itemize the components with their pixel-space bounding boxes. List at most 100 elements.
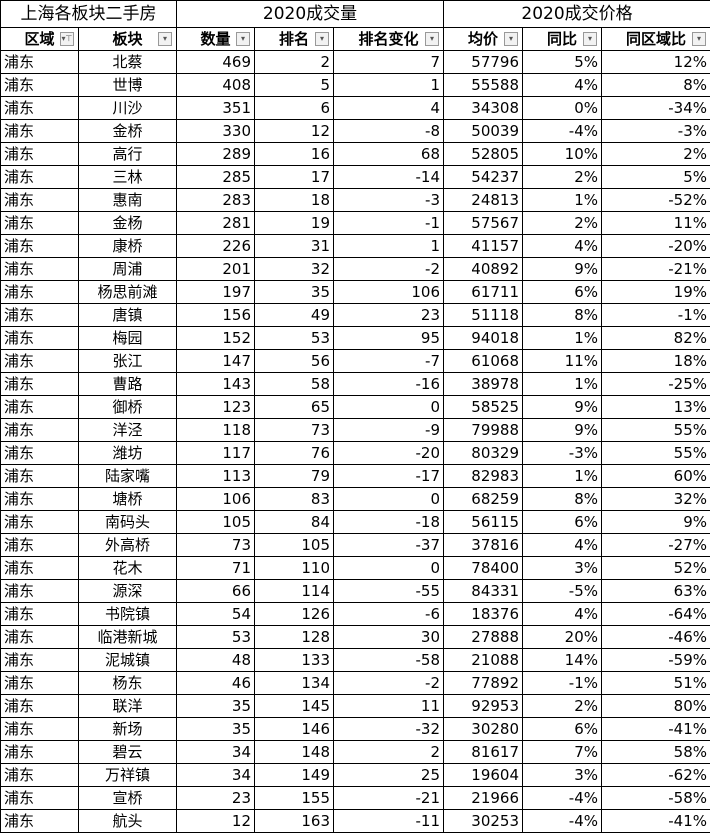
cell-rank[interactable]: 163 <box>254 809 334 833</box>
cell-count[interactable]: 106 <box>176 487 255 511</box>
column-header-rank[interactable]: 排名 ▾ <box>254 27 334 51</box>
dropdown-icon[interactable]: ▾ <box>692 32 707 46</box>
cell-rank[interactable]: 149 <box>254 763 334 787</box>
cell-rank[interactable]: 73 <box>254 418 334 442</box>
cell-district[interactable]: 浦东 <box>0 510 79 534</box>
cell-district[interactable]: 浦东 <box>0 280 79 304</box>
cell-avg-price[interactable]: 18376 <box>443 602 524 626</box>
cell-sector[interactable]: 花木 <box>78 556 177 580</box>
cell-vs-district[interactable]: 80% <box>601 694 710 718</box>
cell-rank-change[interactable]: 1 <box>332 234 445 258</box>
cell-rank[interactable]: 2 <box>254 50 334 74</box>
cell-sector[interactable]: 曹路 <box>78 372 177 396</box>
cell-district[interactable]: 浦东 <box>0 740 79 764</box>
cell-rank-change[interactable]: 23 <box>332 303 445 327</box>
cell-sector[interactable]: 宣桥 <box>78 786 177 810</box>
cell-avg-price[interactable]: 57567 <box>443 211 524 235</box>
cell-count[interactable]: 46 <box>176 671 255 695</box>
cell-count[interactable]: 53 <box>176 625 255 649</box>
cell-rank[interactable]: 110 <box>254 556 334 580</box>
cell-district[interactable]: 浦东 <box>0 119 79 143</box>
cell-count[interactable]: 71 <box>176 556 255 580</box>
cell-yoy[interactable]: 2% <box>522 211 603 235</box>
cell-vs-district[interactable]: -20% <box>601 234 710 258</box>
cell-rank[interactable]: 56 <box>254 349 334 373</box>
cell-count[interactable]: 123 <box>176 395 255 419</box>
cell-district[interactable]: 浦东 <box>0 349 79 373</box>
cell-district[interactable]: 浦东 <box>0 648 79 672</box>
cell-rank[interactable]: 145 <box>254 694 334 718</box>
cell-count[interactable]: 73 <box>176 533 255 557</box>
cell-district[interactable]: 浦东 <box>0 372 79 396</box>
cell-rank-change[interactable]: -2 <box>332 671 445 695</box>
cell-vs-district[interactable]: -64% <box>601 602 710 626</box>
cell-sector[interactable]: 陆家嘴 <box>78 464 177 488</box>
cell-rank-change[interactable]: -8 <box>332 119 445 143</box>
cell-avg-price[interactable]: 19604 <box>443 763 524 787</box>
cell-vs-district[interactable]: 9% <box>601 510 710 534</box>
cell-avg-price[interactable]: 24813 <box>443 188 524 212</box>
cell-district[interactable]: 浦东 <box>0 211 79 235</box>
cell-sector[interactable]: 新场 <box>78 717 177 741</box>
cell-rank-change[interactable]: -7 <box>332 349 445 373</box>
cell-yoy[interactable]: 0% <box>522 96 603 120</box>
cell-vs-district[interactable]: -21% <box>601 257 710 281</box>
cell-avg-price[interactable]: 21088 <box>443 648 524 672</box>
cell-vs-district[interactable]: 63% <box>601 579 710 603</box>
cell-sector[interactable]: 航头 <box>78 809 177 833</box>
cell-rank-change[interactable]: 4 <box>332 96 445 120</box>
cell-rank-change[interactable]: -6 <box>332 602 445 626</box>
column-header-vs-district[interactable]: 同区域比 ▾ <box>601 27 710 51</box>
cell-vs-district[interactable]: -41% <box>601 717 710 741</box>
cell-sector[interactable]: 书院镇 <box>78 602 177 626</box>
cell-vs-district[interactable]: 19% <box>601 280 710 304</box>
cell-rank-change[interactable]: -58 <box>332 648 445 672</box>
cell-vs-district[interactable]: 5% <box>601 165 710 189</box>
cell-rank-change[interactable]: -32 <box>332 717 445 741</box>
cell-count[interactable]: 152 <box>176 326 255 350</box>
cell-count[interactable]: 281 <box>176 211 255 235</box>
cell-rank[interactable]: 155 <box>254 786 334 810</box>
column-header-rank-change[interactable]: 排名变化 ▾ <box>332 27 445 51</box>
cell-sector[interactable]: 潍坊 <box>78 441 177 465</box>
cell-rank[interactable]: 16 <box>254 142 334 166</box>
cell-rank-change[interactable]: 25 <box>332 763 445 787</box>
cell-sector[interactable]: 碧云 <box>78 740 177 764</box>
cell-yoy[interactable]: 1% <box>522 372 603 396</box>
cell-rank[interactable]: 105 <box>254 533 334 557</box>
cell-count[interactable]: 201 <box>176 257 255 281</box>
cell-district[interactable]: 浦东 <box>0 809 79 833</box>
cell-district[interactable]: 浦东 <box>0 625 79 649</box>
cell-yoy[interactable]: 4% <box>522 234 603 258</box>
cell-vs-district[interactable]: 52% <box>601 556 710 580</box>
cell-rank-change[interactable]: -2 <box>332 257 445 281</box>
cell-rank[interactable]: 76 <box>254 441 334 465</box>
cell-sector[interactable]: 周浦 <box>78 257 177 281</box>
cell-district[interactable]: 浦东 <box>0 533 79 557</box>
cell-vs-district[interactable]: -62% <box>601 763 710 787</box>
cell-avg-price[interactable]: 55588 <box>443 73 524 97</box>
cell-rank-change[interactable]: -1 <box>332 211 445 235</box>
cell-avg-price[interactable]: 92953 <box>443 694 524 718</box>
cell-yoy[interactable]: 11% <box>522 349 603 373</box>
cell-rank-change[interactable]: -21 <box>332 786 445 810</box>
cell-district[interactable]: 浦东 <box>0 786 79 810</box>
cell-rank[interactable]: 5 <box>254 73 334 97</box>
cell-rank[interactable]: 84 <box>254 510 334 534</box>
cell-vs-district[interactable]: 55% <box>601 418 710 442</box>
cell-yoy[interactable]: 6% <box>522 510 603 534</box>
cell-rank-change[interactable]: 0 <box>332 395 445 419</box>
cell-avg-price[interactable]: 79988 <box>443 418 524 442</box>
cell-yoy[interactable]: 9% <box>522 395 603 419</box>
cell-district[interactable]: 浦东 <box>0 50 79 74</box>
cell-yoy[interactable]: 7% <box>522 740 603 764</box>
cell-district[interactable]: 浦东 <box>0 763 79 787</box>
filter-active-icon[interactable]: ▾⊤ <box>60 32 74 46</box>
cell-avg-price[interactable]: 21966 <box>443 786 524 810</box>
cell-rank-change[interactable]: 1 <box>332 73 445 97</box>
cell-count[interactable]: 66 <box>176 579 255 603</box>
cell-count[interactable]: 283 <box>176 188 255 212</box>
cell-rank[interactable]: 32 <box>254 257 334 281</box>
cell-count[interactable]: 113 <box>176 464 255 488</box>
cell-rank[interactable]: 133 <box>254 648 334 672</box>
